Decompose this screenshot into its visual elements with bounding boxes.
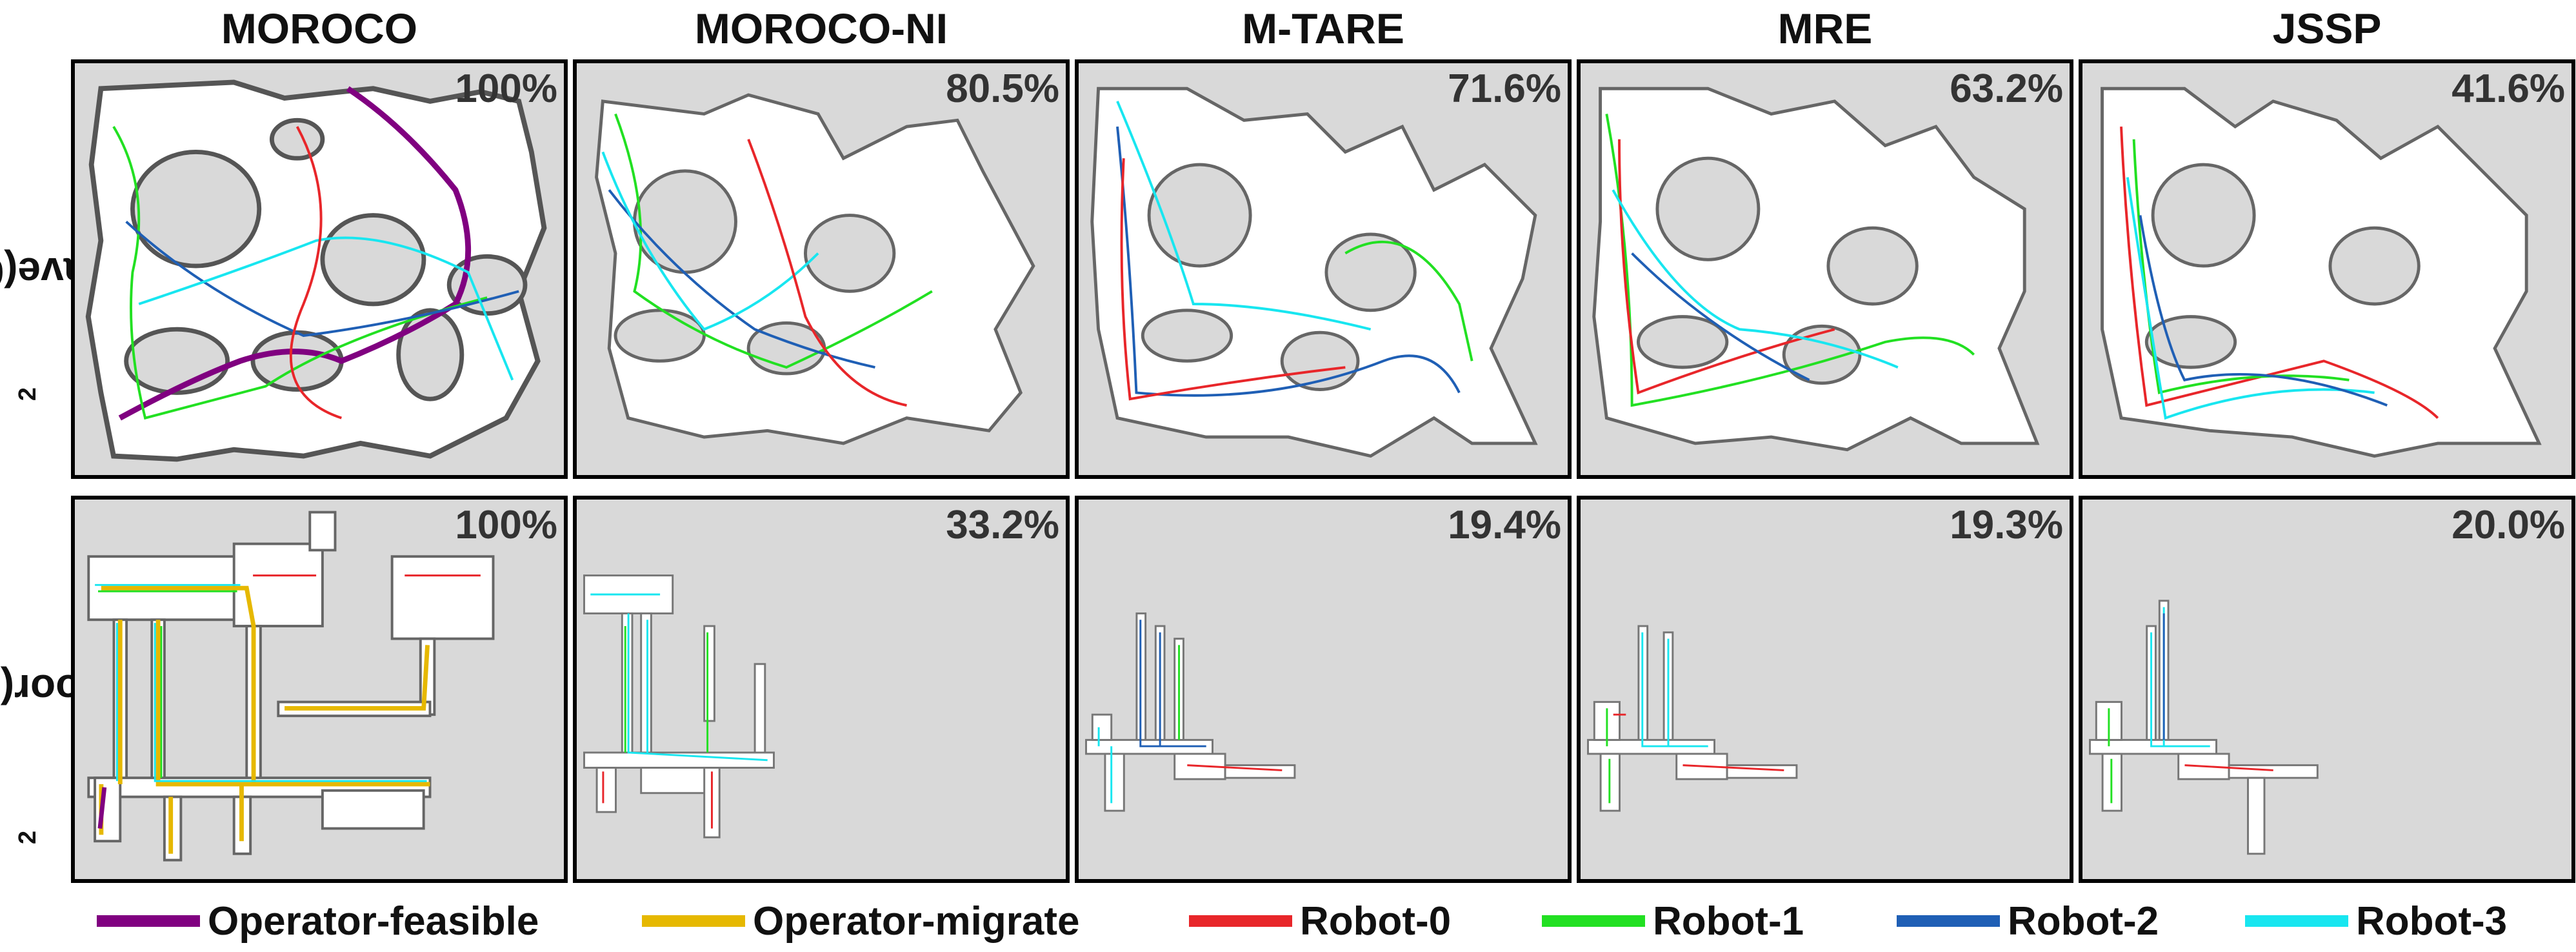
panel-indoor-moroco: 100%	[71, 496, 568, 883]
row-title-indoor: Indoor(120*90m2)	[0, 666, 238, 845]
panel-indoor-jssp: 20.0%	[2079, 496, 2575, 883]
indoor-map	[1085, 612, 1296, 812]
panel-cave-moroco-ni: 80.5%	[573, 59, 1070, 479]
legend-item-operator-feasible: Operator-feasible	[97, 892, 539, 950]
coverage-percent: 80.5%	[946, 66, 1059, 111]
panel-indoor-moroco-ni: 33.2%	[573, 496, 1070, 883]
cave-map	[1090, 86, 1538, 458]
cave-map	[1592, 86, 2040, 452]
panel-cave-moroco: 100%	[71, 59, 568, 479]
indoor-map	[583, 574, 775, 838]
coverage-percent: 71.6%	[1448, 66, 1561, 111]
coverage-percent: 41.6%	[2451, 66, 2565, 111]
coverage-percent: 100%	[455, 503, 557, 547]
column-title-moroco-ni: MOROCO-NI	[694, 5, 948, 52]
cave-map	[85, 79, 547, 462]
coverage-percent: 63.2%	[1950, 66, 2063, 111]
indoor-map	[87, 511, 495, 862]
legend-swatch	[97, 915, 200, 927]
legend-swatch	[1897, 915, 2000, 927]
legend: Operator-feasible Operator-migrate Robot…	[0, 892, 2576, 950]
legend-label: Operator-feasible	[208, 898, 539, 944]
panel-cave-jssp: 41.6%	[2079, 59, 2575, 479]
cave-map	[595, 93, 1035, 445]
legend-label: Robot-2	[2008, 898, 2159, 944]
row-title-cave: Cave(65*57m2)	[0, 249, 212, 401]
cave-map	[2101, 86, 2542, 458]
coverage-percent: 100%	[455, 66, 557, 111]
panel-cave-mre: 63.2%	[1577, 59, 2073, 479]
panel-indoor-m-tare: 19.4%	[1075, 496, 1572, 883]
legend-swatch	[1542, 915, 1645, 927]
panel-cave-m-tare: 71.6%	[1075, 59, 1572, 479]
legend-swatch	[642, 915, 745, 927]
column-title-m-tare: M-TARE	[1242, 5, 1404, 52]
legend-item-robot-1: Robot-1	[1542, 892, 1804, 950]
legend-swatch	[1189, 915, 1292, 927]
legend-label: Operator-migrate	[753, 898, 1080, 944]
column-title-mre: MRE	[1777, 5, 1873, 52]
legend-item-robot-2: Robot-2	[1897, 892, 2159, 950]
indoor-map	[2089, 600, 2319, 855]
coverage-percent: 19.3%	[1950, 503, 2063, 547]
indoor-map	[1587, 625, 1798, 812]
coverage-percent: 33.2%	[946, 503, 1059, 547]
panel-indoor-mre: 19.3%	[1577, 496, 2073, 883]
coverage-percent: 19.4%	[1448, 503, 1561, 547]
column-title-jssp: JSSP	[2272, 5, 2382, 52]
legend-item-operator-migrate: Operator-migrate	[642, 892, 1079, 950]
column-title-moroco: MOROCO	[221, 5, 418, 52]
legend-item-robot-0: Robot-0	[1189, 892, 1451, 950]
legend-swatch	[2245, 915, 2348, 927]
legend-item-robot-3: Robot-3	[2245, 892, 2507, 950]
legend-label: Robot-0	[1300, 898, 1452, 944]
legend-label: Robot-3	[2356, 898, 2508, 944]
coverage-percent: 20.0%	[2451, 503, 2565, 547]
legend-label: Robot-1	[1653, 898, 1804, 944]
